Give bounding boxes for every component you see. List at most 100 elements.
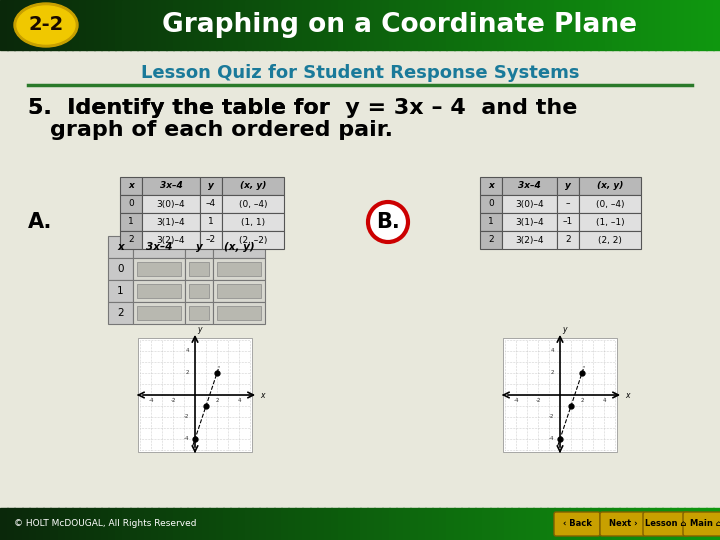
Bar (454, 0, 462, 50)
Bar (259, 508, 267, 540)
Bar (713, 508, 720, 540)
Bar (706, 0, 714, 50)
Bar (133, 258, 185, 280)
Bar (189, 284, 209, 298)
Bar (22, 508, 30, 540)
Bar (634, 0, 642, 50)
Text: 4: 4 (186, 348, 189, 354)
Bar (108, 508, 116, 540)
Bar (310, 0, 318, 50)
Bar (94, 0, 102, 50)
Bar (108, 280, 133, 302)
Bar (185, 236, 213, 258)
Bar (425, 0, 433, 50)
Bar (65, 508, 73, 540)
Bar (605, 0, 613, 50)
Bar (281, 0, 289, 50)
Text: 2-2: 2-2 (28, 16, 63, 35)
Bar (461, 0, 469, 50)
Bar (490, 508, 498, 540)
Bar (540, 508, 548, 540)
Text: -2: -2 (184, 415, 189, 420)
Bar (367, 0, 375, 50)
Text: 1: 1 (208, 218, 214, 226)
Bar (346, 508, 354, 540)
Bar (511, 508, 519, 540)
Text: x: x (625, 390, 629, 400)
Bar (122, 508, 130, 540)
Bar (346, 0, 354, 50)
Bar (302, 0, 310, 50)
Bar (518, 508, 526, 540)
Text: Main ⌂: Main ⌂ (690, 519, 720, 529)
Bar (583, 0, 591, 50)
Text: ‹ Back: ‹ Back (562, 519, 591, 529)
Text: 1: 1 (117, 286, 124, 296)
Text: 4: 4 (602, 398, 606, 403)
Bar (353, 0, 361, 50)
Bar (461, 508, 469, 540)
Text: 5.  Identify the table for  y = 3x – 4  and the: 5. Identify the table for y = 3x – 4 and… (28, 98, 577, 118)
Bar (142, 213, 200, 231)
Bar (180, 0, 188, 50)
Bar (245, 0, 253, 50)
Text: A.: A. (28, 212, 53, 232)
Text: -2: -2 (170, 398, 176, 403)
Bar (22, 0, 30, 50)
Bar (626, 508, 634, 540)
Bar (511, 0, 519, 50)
Bar (655, 0, 663, 50)
Bar (619, 0, 627, 50)
Text: x: x (117, 242, 124, 252)
Bar (432, 0, 440, 50)
Text: 2: 2 (551, 370, 554, 375)
Bar (382, 508, 390, 540)
Text: 1: 1 (488, 218, 494, 226)
Bar (133, 280, 185, 302)
Bar (446, 0, 454, 50)
Bar (612, 0, 620, 50)
Bar (691, 508, 699, 540)
Bar (439, 0, 447, 50)
Bar (504, 0, 512, 50)
Text: y: y (208, 181, 214, 191)
Bar (475, 0, 483, 50)
Bar (579, 213, 641, 231)
Bar (382, 0, 390, 50)
Text: (x, y): (x, y) (597, 181, 624, 191)
Bar (526, 508, 534, 540)
Bar (194, 0, 202, 50)
Text: 2: 2 (186, 370, 189, 375)
Bar (634, 508, 642, 540)
Bar (259, 0, 267, 50)
Text: (x, y): (x, y) (240, 181, 266, 191)
Bar (58, 508, 66, 540)
Text: 2: 2 (128, 235, 134, 245)
Text: 0: 0 (117, 264, 124, 274)
Bar (217, 262, 261, 276)
Bar (217, 284, 261, 298)
Text: 2: 2 (117, 308, 124, 318)
Text: y: y (565, 181, 571, 191)
Text: x: x (128, 181, 134, 191)
Bar (209, 508, 217, 540)
Bar (698, 508, 706, 540)
Text: (1, 1): (1, 1) (241, 218, 265, 226)
Bar (403, 508, 411, 540)
Bar (108, 0, 116, 50)
Bar (223, 0, 231, 50)
Bar (187, 0, 195, 50)
Bar (101, 508, 109, 540)
Bar (626, 0, 634, 50)
Bar (288, 508, 296, 540)
Text: 2: 2 (565, 235, 571, 245)
Bar (86, 508, 94, 540)
Bar (396, 508, 404, 540)
Bar (158, 508, 166, 540)
Bar (389, 0, 397, 50)
Bar (482, 0, 490, 50)
Text: 2: 2 (580, 398, 584, 403)
Bar (36, 0, 44, 50)
Bar (50, 508, 58, 540)
Bar (185, 302, 213, 324)
